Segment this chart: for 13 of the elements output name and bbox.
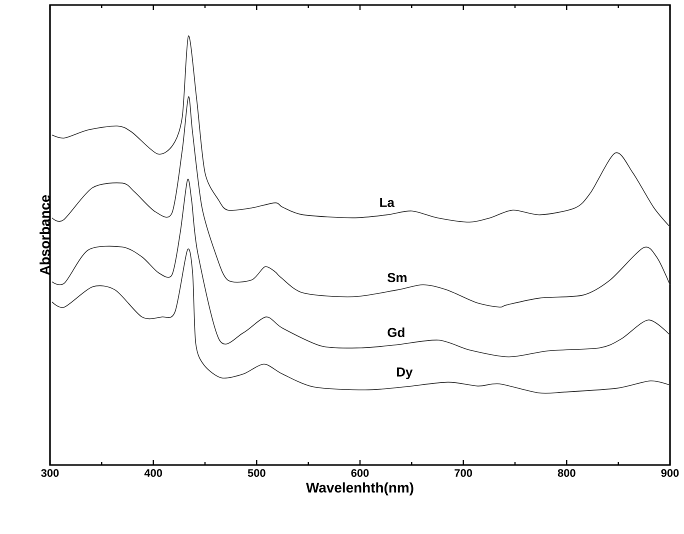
x-tick-label: 300 — [41, 469, 59, 477]
x-tick-label: 600 — [351, 469, 369, 477]
y-axis-title: Absorbance — [40, 195, 50, 275]
x-tick-label: 500 — [248, 469, 266, 477]
x-tick-label: 700 — [454, 469, 472, 477]
x-tick-label: 900 — [661, 469, 679, 477]
x-axis-title: Wavelenhth(nm) — [306, 482, 414, 496]
x-tick-label: 400 — [144, 469, 162, 477]
series-label: Dy — [397, 368, 413, 380]
x-tick-label: 800 — [558, 469, 576, 477]
series-label: La — [380, 198, 395, 208]
series-label: Gd — [388, 328, 404, 338]
series-label: Sm — [388, 272, 406, 282]
